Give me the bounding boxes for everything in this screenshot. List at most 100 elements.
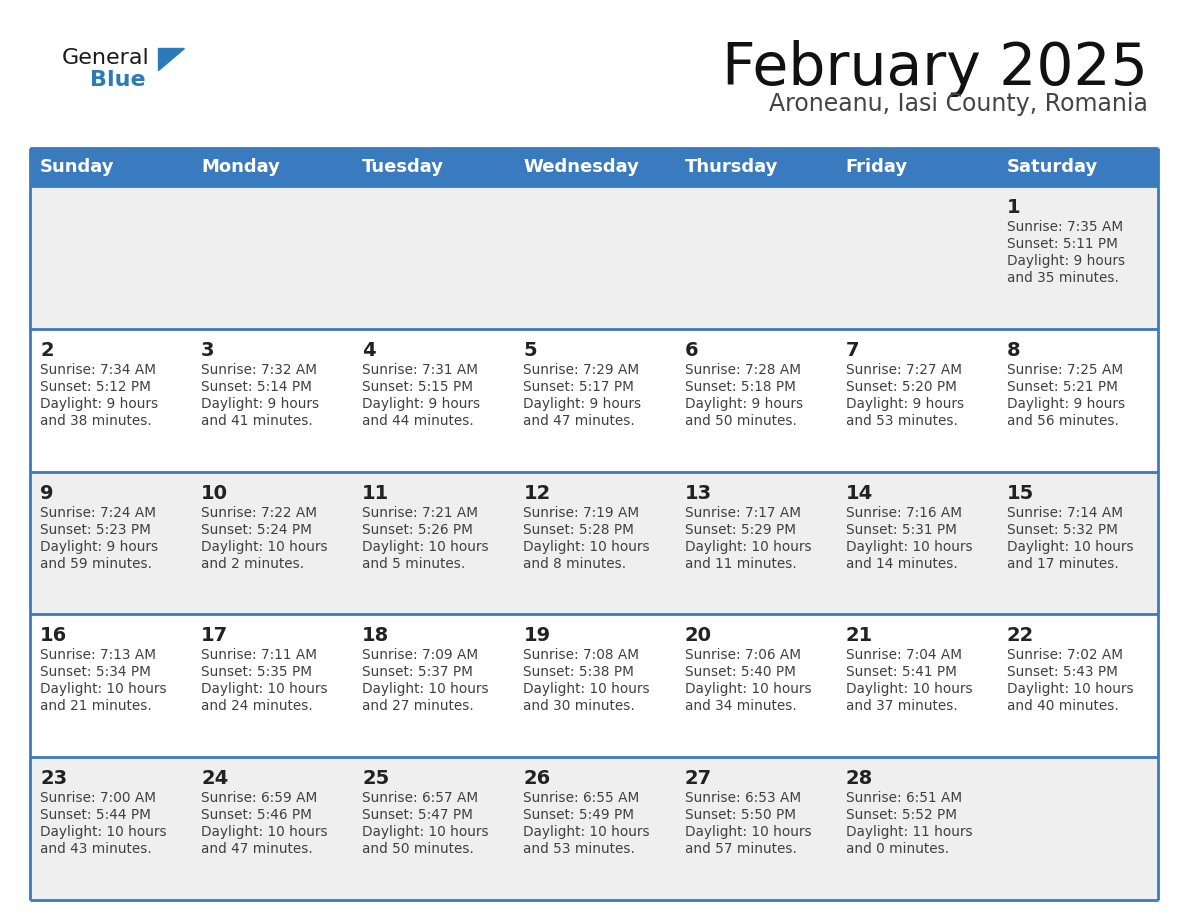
Text: 20: 20 [684, 626, 712, 645]
Text: Sunrise: 7:08 AM: Sunrise: 7:08 AM [524, 648, 639, 663]
Text: Daylight: 10 hours: Daylight: 10 hours [846, 682, 972, 697]
Text: Sunset: 5:49 PM: Sunset: 5:49 PM [524, 808, 634, 823]
Text: 12: 12 [524, 484, 551, 502]
Text: Sunset: 5:11 PM: Sunset: 5:11 PM [1007, 237, 1118, 251]
Text: 18: 18 [362, 626, 390, 645]
Text: February 2025: February 2025 [722, 40, 1148, 97]
Text: Blue: Blue [90, 70, 146, 90]
Text: and 47 minutes.: and 47 minutes. [201, 842, 312, 856]
Text: Sunset: 5:43 PM: Sunset: 5:43 PM [1007, 666, 1118, 679]
Text: 10: 10 [201, 484, 228, 502]
Polygon shape [158, 48, 184, 70]
Text: and 53 minutes.: and 53 minutes. [524, 842, 636, 856]
Text: Daylight: 10 hours: Daylight: 10 hours [40, 682, 166, 697]
Text: and 56 minutes.: and 56 minutes. [1007, 414, 1119, 428]
Text: Daylight: 9 hours: Daylight: 9 hours [684, 397, 803, 410]
Text: Daylight: 10 hours: Daylight: 10 hours [1007, 682, 1133, 697]
Text: Sunrise: 7:27 AM: Sunrise: 7:27 AM [846, 363, 962, 376]
Text: Daylight: 11 hours: Daylight: 11 hours [846, 825, 972, 839]
Text: Sunrise: 7:13 AM: Sunrise: 7:13 AM [40, 648, 156, 663]
Text: and 37 minutes.: and 37 minutes. [846, 700, 958, 713]
Bar [30, 186, 1158, 329]
Text: Sunset: 5:17 PM: Sunset: 5:17 PM [524, 380, 634, 394]
Text: 19: 19 [524, 626, 550, 645]
Text: Daylight: 9 hours: Daylight: 9 hours [846, 397, 963, 410]
Text: and 0 minutes.: and 0 minutes. [846, 842, 949, 856]
Text: Sunset: 5:46 PM: Sunset: 5:46 PM [201, 808, 312, 823]
Text: Daylight: 10 hours: Daylight: 10 hours [684, 825, 811, 839]
Text: Daylight: 10 hours: Daylight: 10 hours [524, 825, 650, 839]
Text: Sunset: 5:34 PM: Sunset: 5:34 PM [40, 666, 151, 679]
Text: and 47 minutes.: and 47 minutes. [524, 414, 636, 428]
Bar [513, 148, 675, 186]
Text: Daylight: 10 hours: Daylight: 10 hours [524, 682, 650, 697]
Text: Sunset: 5:29 PM: Sunset: 5:29 PM [684, 522, 796, 537]
Text: Sunset: 5:26 PM: Sunset: 5:26 PM [362, 522, 473, 537]
Text: and 50 minutes.: and 50 minutes. [684, 414, 796, 428]
Text: Daylight: 9 hours: Daylight: 9 hours [1007, 397, 1125, 410]
Text: Daylight: 10 hours: Daylight: 10 hours [524, 540, 650, 554]
Text: 16: 16 [40, 626, 68, 645]
Text: 3: 3 [201, 341, 215, 360]
Text: Sunset: 5:23 PM: Sunset: 5:23 PM [40, 522, 151, 537]
Text: Daylight: 10 hours: Daylight: 10 hours [684, 540, 811, 554]
Bar [30, 472, 1158, 614]
Text: 21: 21 [846, 626, 873, 645]
Text: and 35 minutes.: and 35 minutes. [1007, 271, 1119, 285]
Text: and 8 minutes.: and 8 minutes. [524, 556, 626, 571]
Text: and 11 minutes.: and 11 minutes. [684, 556, 796, 571]
Text: Sunrise: 7:24 AM: Sunrise: 7:24 AM [40, 506, 156, 520]
Text: Sunrise: 7:00 AM: Sunrise: 7:00 AM [40, 791, 156, 805]
Text: and 27 minutes.: and 27 minutes. [362, 700, 474, 713]
Text: 7: 7 [846, 341, 859, 360]
Text: Sunrise: 6:55 AM: Sunrise: 6:55 AM [524, 791, 639, 805]
Text: and 38 minutes.: and 38 minutes. [40, 414, 152, 428]
Text: Sunrise: 7:22 AM: Sunrise: 7:22 AM [201, 506, 317, 520]
Text: Sunrise: 6:59 AM: Sunrise: 6:59 AM [201, 791, 317, 805]
Text: Sunday: Sunday [40, 158, 114, 176]
Text: Daylight: 10 hours: Daylight: 10 hours [362, 682, 489, 697]
Text: 14: 14 [846, 484, 873, 502]
Text: Wednesday: Wednesday [524, 158, 639, 176]
Text: and 41 minutes.: and 41 minutes. [201, 414, 312, 428]
Text: Sunset: 5:32 PM: Sunset: 5:32 PM [1007, 522, 1118, 537]
Text: and 43 minutes.: and 43 minutes. [40, 842, 152, 856]
Text: Daylight: 10 hours: Daylight: 10 hours [40, 825, 166, 839]
Text: Sunset: 5:14 PM: Sunset: 5:14 PM [201, 380, 312, 394]
Text: 25: 25 [362, 769, 390, 789]
Text: 23: 23 [40, 769, 68, 789]
Text: 1: 1 [1007, 198, 1020, 217]
Bar [997, 148, 1158, 186]
Text: Sunset: 5:20 PM: Sunset: 5:20 PM [846, 380, 956, 394]
Text: Sunset: 5:47 PM: Sunset: 5:47 PM [362, 808, 473, 823]
Text: 11: 11 [362, 484, 390, 502]
Text: Sunset: 5:38 PM: Sunset: 5:38 PM [524, 666, 634, 679]
Text: Daylight: 9 hours: Daylight: 9 hours [1007, 254, 1125, 268]
Text: 28: 28 [846, 769, 873, 789]
Text: and 59 minutes.: and 59 minutes. [40, 556, 152, 571]
Text: Sunset: 5:31 PM: Sunset: 5:31 PM [846, 522, 956, 537]
Text: Daylight: 10 hours: Daylight: 10 hours [362, 540, 489, 554]
Text: Sunset: 5:44 PM: Sunset: 5:44 PM [40, 808, 151, 823]
Text: and 21 minutes.: and 21 minutes. [40, 700, 152, 713]
Text: 2: 2 [40, 341, 53, 360]
Bar [30, 329, 1158, 472]
Text: Sunrise: 7:09 AM: Sunrise: 7:09 AM [362, 648, 479, 663]
Text: Thursday: Thursday [684, 158, 778, 176]
Text: Sunset: 5:50 PM: Sunset: 5:50 PM [684, 808, 796, 823]
Text: Daylight: 10 hours: Daylight: 10 hours [1007, 540, 1133, 554]
Text: Sunrise: 7:02 AM: Sunrise: 7:02 AM [1007, 648, 1123, 663]
Text: Sunset: 5:28 PM: Sunset: 5:28 PM [524, 522, 634, 537]
Text: Sunset: 5:18 PM: Sunset: 5:18 PM [684, 380, 796, 394]
Text: Daylight: 10 hours: Daylight: 10 hours [201, 540, 328, 554]
Text: Sunrise: 7:14 AM: Sunrise: 7:14 AM [1007, 506, 1123, 520]
Text: and 30 minutes.: and 30 minutes. [524, 700, 636, 713]
Text: Friday: Friday [846, 158, 908, 176]
Text: 17: 17 [201, 626, 228, 645]
Bar [30, 757, 1158, 900]
Text: and 14 minutes.: and 14 minutes. [846, 556, 958, 571]
Text: Sunset: 5:15 PM: Sunset: 5:15 PM [362, 380, 473, 394]
Text: Saturday: Saturday [1007, 158, 1098, 176]
Text: and 44 minutes.: and 44 minutes. [362, 414, 474, 428]
Text: Tuesday: Tuesday [362, 158, 444, 176]
